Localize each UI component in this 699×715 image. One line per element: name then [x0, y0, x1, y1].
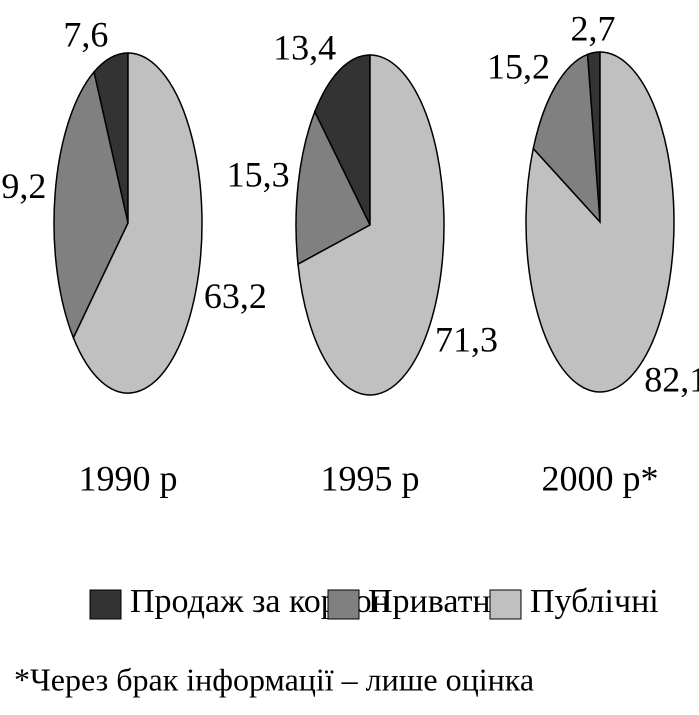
legend-swatch	[89, 589, 122, 620]
value-label: 82,1	[644, 359, 699, 399]
footnote: *Через брак інформації – лише оцінка	[14, 661, 534, 697]
pie-slice	[53, 70, 129, 340]
legend-label: Публічні	[530, 583, 659, 620]
pie-slice	[525, 51, 675, 393]
pie-slice	[295, 109, 371, 266]
pie-title: 1990 р	[79, 458, 178, 498]
value-label: 15,3	[227, 154, 290, 194]
pie-slice	[313, 54, 371, 226]
value-label: 63,2	[204, 276, 267, 316]
value-label: 71,3	[435, 319, 498, 359]
pie-title: 1995 р	[321, 458, 420, 498]
value-label: 7,6	[63, 14, 108, 54]
pie-slice	[532, 53, 601, 225]
legend-label: Приватні	[368, 583, 500, 620]
value-label: 29,2	[0, 166, 46, 206]
legend-swatch	[327, 589, 360, 620]
value-label: 15,2	[487, 46, 550, 86]
value-label: 13,4	[273, 27, 336, 67]
legend-swatch	[489, 589, 522, 620]
pie-slice	[72, 52, 203, 394]
value-label: 2,7	[570, 9, 615, 49]
pie-slice	[297, 54, 445, 396]
pie-title: 2000 р*	[542, 458, 659, 498]
